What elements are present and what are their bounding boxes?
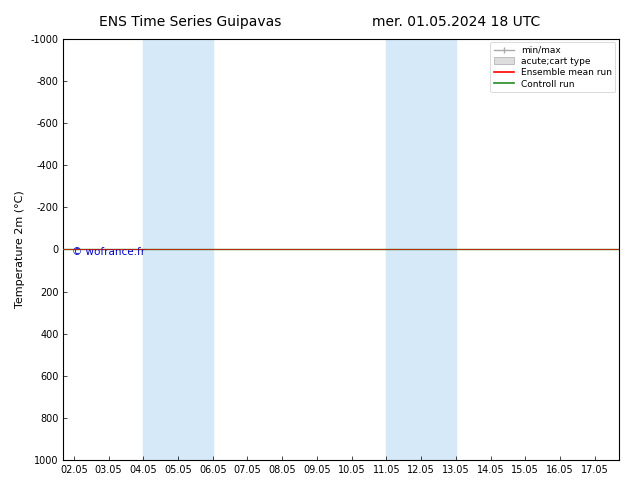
- Bar: [421, 39, 456, 460]
- Y-axis label: Temperature 2m (°C): Temperature 2m (°C): [15, 191, 25, 308]
- Bar: [143, 39, 178, 460]
- Legend: min/max, acute;cart type, Ensemble mean run, Controll run: min/max, acute;cart type, Ensemble mean …: [490, 42, 616, 92]
- Text: © wofrance.fr: © wofrance.fr: [72, 247, 145, 257]
- Text: mer. 01.05.2024 18 UTC: mer. 01.05.2024 18 UTC: [372, 15, 541, 29]
- Text: ENS Time Series Guipavas: ENS Time Series Guipavas: [99, 15, 281, 29]
- Bar: [386, 39, 421, 460]
- Bar: [178, 39, 213, 460]
